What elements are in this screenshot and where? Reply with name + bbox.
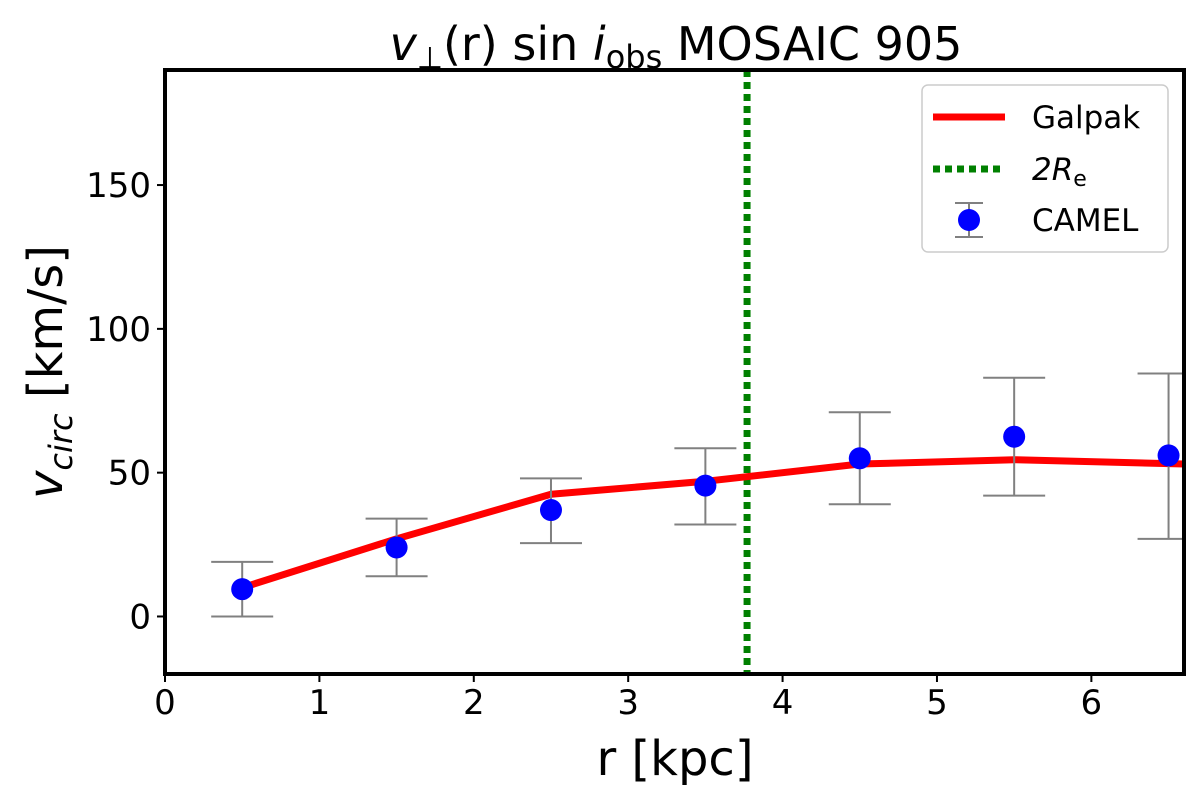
plot-content — [211, 70, 1184, 674]
camel-point — [694, 474, 717, 497]
x-tick-label: 3 — [617, 683, 639, 723]
camel-point — [1157, 444, 1180, 467]
x-tick-label: 5 — [926, 683, 948, 723]
legend-2re-label: 2Re — [1032, 152, 1087, 192]
x-tick-label: 6 — [1081, 683, 1103, 723]
camel-point — [848, 447, 871, 470]
x-tick-label: 2 — [463, 683, 485, 723]
camel-point — [1003, 425, 1026, 448]
legend-camel-marker — [958, 209, 980, 231]
y-tick-label: 150 — [86, 166, 151, 206]
camel-point — [231, 578, 254, 601]
y-tick-label: 0 — [129, 597, 151, 637]
camel-point — [385, 536, 408, 559]
chart-title: v⊥(r) sin iobs MOSAIC 905 — [390, 17, 963, 76]
camel-point — [539, 499, 562, 522]
y-tick-label: 50 — [108, 454, 151, 494]
plot-area: 0 1 2 3 4 5 6 0 50 100 150 — [86, 68, 1186, 723]
legend: Galpak 2Re CAMEL — [921, 84, 1169, 253]
y-axis-label: vcirc [km/s] — [18, 245, 80, 499]
legend-galpak-label: Galpak — [1032, 100, 1140, 136]
x-tick-label: 4 — [772, 683, 794, 723]
legend-frame — [921, 84, 1169, 253]
axes-frame — [163, 68, 1186, 676]
y-tick-label: 100 — [86, 310, 151, 350]
x-tick-label: 1 — [309, 683, 331, 723]
x-tick-label: 0 — [154, 683, 176, 723]
legend-camel-label: CAMEL — [1032, 203, 1139, 239]
x-axis-label: r [kpc] — [596, 731, 753, 787]
